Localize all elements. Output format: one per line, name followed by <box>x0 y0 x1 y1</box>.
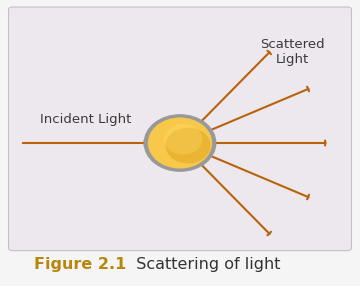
Text: Incident Light: Incident Light <box>40 113 131 126</box>
Text: Scattering of light: Scattering of light <box>126 257 281 272</box>
Circle shape <box>164 124 203 154</box>
Text: Scattered
Light: Scattered Light <box>260 38 325 66</box>
Circle shape <box>166 128 211 163</box>
Circle shape <box>144 114 216 172</box>
Circle shape <box>148 118 212 168</box>
Text: Figure 2.1: Figure 2.1 <box>34 257 126 272</box>
FancyBboxPatch shape <box>9 7 351 251</box>
